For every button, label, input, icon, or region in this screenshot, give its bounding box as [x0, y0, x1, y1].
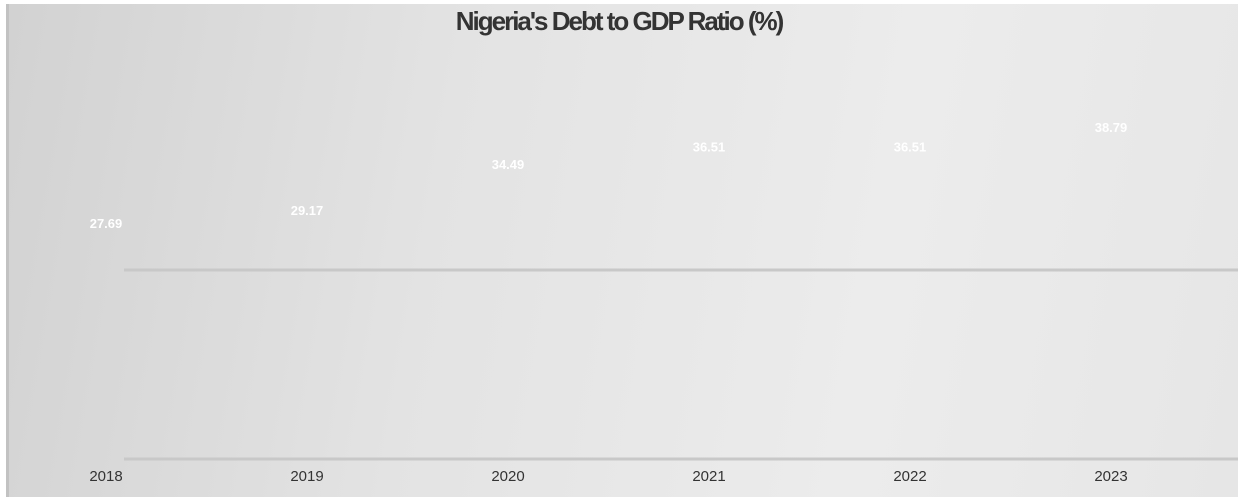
x-tick-label-2018: 2018	[89, 468, 122, 485]
x-tick-label-2022: 2022	[893, 468, 926, 485]
data-label-2023: 38.79	[1095, 120, 1128, 135]
x-tick-label-2020: 2020	[491, 468, 524, 485]
x-tick-label-2021: 2021	[692, 468, 725, 485]
chart-panel: Nigeria's Debt to GDP Ratio (%) 2018 27.6…	[6, 4, 1238, 497]
chart-marks: 2018 27.69 2019 29.17 2020 34.49 2021 36.51 2022…	[89, 120, 1127, 485]
x-tick-label-2023: 2023	[1094, 468, 1127, 485]
data-label-2018: 27.69	[90, 216, 123, 231]
chart-plot: 2018 27.69 2019 29.17 2020 34.49 2021 36.51 2022…	[89, 120, 1238, 485]
data-label-2021: 36.51	[693, 140, 726, 155]
data-label-2022: 36.51	[894, 140, 927, 155]
data-label-2019: 29.17	[291, 203, 324, 218]
data-label-2020: 34.49	[492, 157, 525, 172]
chart-title: Nigeria's Debt to GDP Ratio (%)	[455, 6, 785, 36]
x-tick-label-2019: 2019	[290, 468, 323, 485]
